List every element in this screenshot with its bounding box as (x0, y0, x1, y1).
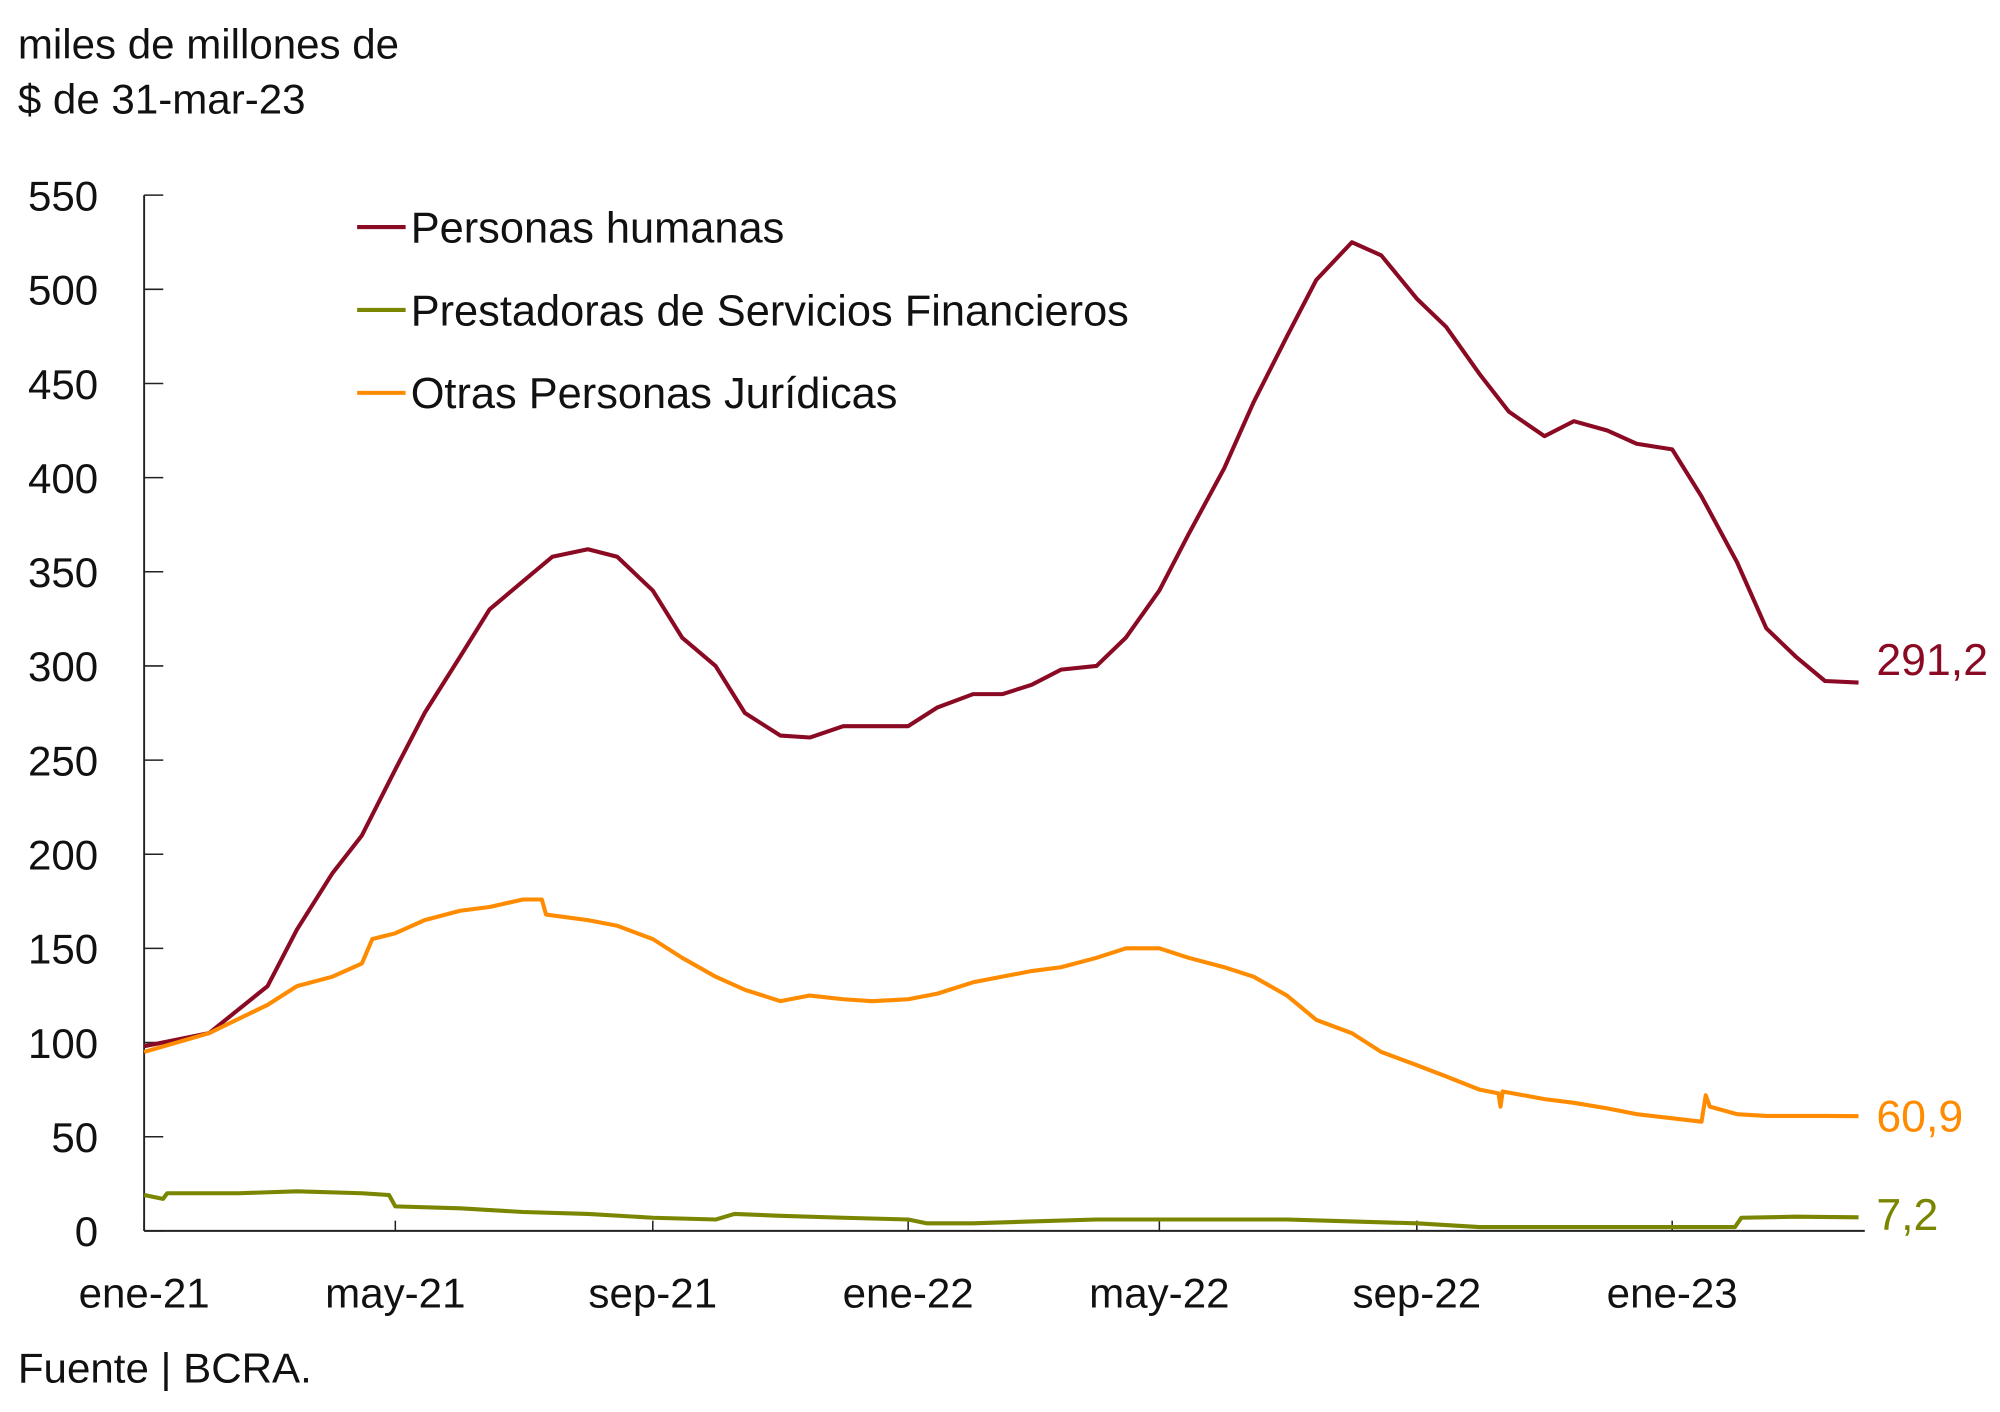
legend-label-2: Otras Personas Jurídicas (411, 370, 898, 418)
legend-label-1: Prestadoras de Servicios Financieros (411, 287, 1129, 335)
legend: Personas humanas Prestadoras de Servicios… (357, 204, 1129, 418)
y-unit-label-line1: miles de millones de (18, 21, 399, 68)
y-tick-label: 100 (28, 1020, 98, 1067)
series-line-1 (143, 1189, 1859, 1230)
end-value-label-1: 7,2 (1876, 1191, 1938, 1240)
y-tick-label: 500 (28, 267, 98, 314)
y-tick-label: 150 (28, 926, 98, 973)
x-tick-label: ene-22 (843, 1269, 974, 1316)
y-unit-label-line2: $ de 31-mar-23 (18, 76, 306, 123)
y-tick-label: 400 (28, 455, 98, 502)
y-tick-label: 50 (51, 1114, 98, 1161)
y-tick-label: 200 (28, 832, 98, 879)
series-line-0 (143, 240, 1859, 1049)
y-tick-label: 0 (75, 1208, 98, 1255)
axes: 0 50 100 150 200 250 300 350 400 450 500 550 ene-21 m… (28, 172, 1865, 1316)
end-value-label-2: 60,9 (1876, 1092, 1963, 1141)
y-tick-label: 350 (28, 549, 98, 596)
x-tick-label: sep-21 (588, 1269, 717, 1316)
legend-label-0: Personas humanas (411, 204, 785, 252)
y-tick-label: 250 (28, 737, 98, 784)
source-note: Fuente | BCRA. (18, 1345, 312, 1392)
x-tick-label: sep-22 (1352, 1269, 1481, 1316)
x-tick-label: ene-23 (1607, 1269, 1738, 1316)
end-value-label-0: 291,2 (1876, 636, 1988, 685)
end-labels: 291,2 7,2 60,9 (1876, 636, 1988, 1240)
x-tick-label: may-22 (1089, 1269, 1229, 1316)
y-tick-label: 300 (28, 643, 98, 690)
x-tick-label: ene-21 (79, 1269, 210, 1316)
y-tick-label: 550 (28, 172, 98, 219)
y-tick-label: 450 (28, 361, 98, 408)
series-lines (143, 240, 1859, 1230)
series-line-2 (143, 897, 1859, 1124)
x-tick-label: may-21 (325, 1269, 465, 1316)
